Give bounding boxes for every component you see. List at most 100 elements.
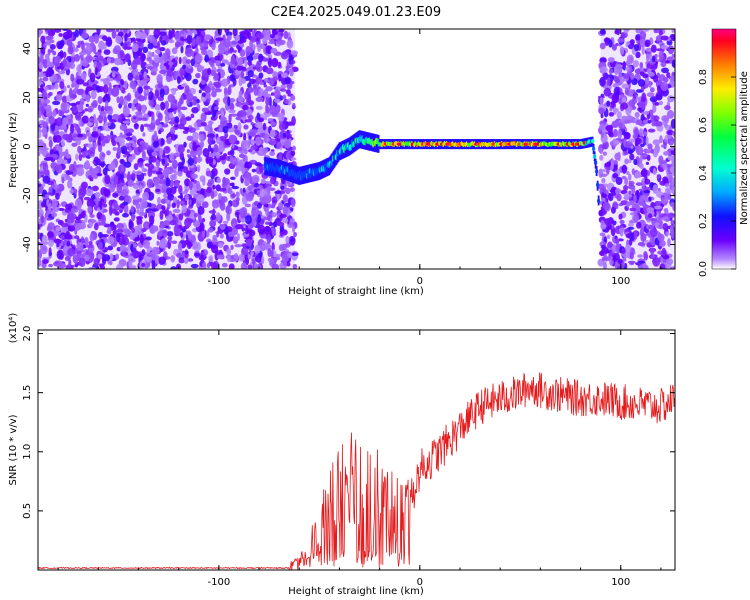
noise-cell bbox=[137, 144, 144, 153]
noise-cell bbox=[268, 96, 272, 107]
noise-cell bbox=[667, 238, 671, 247]
noise-cell bbox=[79, 103, 84, 113]
noise-cell bbox=[166, 187, 172, 196]
spec-ytick-label: 0 bbox=[22, 143, 33, 149]
noise-cell bbox=[141, 117, 148, 121]
noise-cell bbox=[74, 153, 79, 161]
noise-cell bbox=[67, 225, 76, 232]
noise-cell bbox=[159, 47, 166, 52]
noise-cell bbox=[599, 154, 604, 161]
noise-cell bbox=[270, 204, 276, 209]
noise-cell bbox=[231, 41, 238, 45]
noise-cell bbox=[62, 51, 67, 58]
noise-cell bbox=[85, 54, 93, 63]
noise-cell bbox=[628, 220, 636, 224]
noise-cell bbox=[39, 208, 44, 214]
noise-cell bbox=[47, 202, 52, 212]
noise-cell bbox=[143, 239, 151, 249]
noise-cell bbox=[282, 194, 288, 203]
noise-cell bbox=[248, 78, 256, 84]
noise-cell bbox=[265, 221, 270, 225]
noise-cell bbox=[202, 148, 210, 157]
noise-cell bbox=[78, 190, 85, 199]
noise-cell bbox=[235, 191, 240, 198]
noise-cell bbox=[257, 213, 262, 223]
noise-cell bbox=[155, 159, 161, 168]
noise-cell bbox=[170, 174, 177, 181]
noise-cell bbox=[647, 128, 656, 133]
noise-cell bbox=[76, 241, 84, 252]
noise-cell bbox=[258, 72, 264, 79]
noise-cell bbox=[198, 89, 202, 94]
noise-cell bbox=[82, 163, 91, 170]
noise-cell bbox=[124, 53, 131, 63]
noise-cell bbox=[104, 174, 111, 185]
noise-cell bbox=[208, 159, 213, 167]
noise-cell bbox=[177, 162, 184, 167]
noise-cell bbox=[617, 151, 621, 162]
noise-cell bbox=[170, 29, 176, 34]
noise-cell bbox=[107, 226, 112, 235]
noise-cell bbox=[621, 62, 627, 67]
noise-cell bbox=[184, 178, 191, 187]
signal-cell bbox=[597, 198, 601, 204]
noise-cell bbox=[216, 254, 225, 260]
noise-cell bbox=[245, 238, 253, 247]
noise-cell bbox=[141, 263, 146, 267]
noise-cell bbox=[217, 192, 222, 200]
noise-cell bbox=[149, 225, 157, 234]
noise-cell bbox=[143, 221, 151, 230]
noise-cell bbox=[72, 254, 79, 264]
noise-cell bbox=[232, 49, 237, 53]
noise-cell bbox=[78, 51, 87, 56]
noise-cell bbox=[644, 39, 651, 47]
noise-cell bbox=[42, 121, 48, 129]
noise-cell bbox=[258, 164, 264, 173]
colorbar-tick-label: 0.0 bbox=[698, 261, 709, 277]
noise-cell bbox=[130, 205, 135, 214]
noise-cell bbox=[630, 72, 635, 81]
noise-cell bbox=[103, 42, 107, 50]
noise-cell bbox=[233, 236, 239, 244]
noise-cell bbox=[290, 198, 296, 208]
noise-cell bbox=[259, 189, 265, 198]
noise-cell bbox=[165, 48, 171, 57]
noise-cell bbox=[204, 124, 209, 132]
noise-cell bbox=[219, 155, 227, 161]
noise-cell bbox=[277, 61, 282, 68]
noise-cell bbox=[211, 262, 219, 269]
noise-cell bbox=[292, 102, 296, 108]
noise-cell bbox=[65, 203, 73, 210]
noise-cell bbox=[643, 131, 648, 136]
noise-cell bbox=[85, 86, 93, 92]
spec-ytick-label: -20 bbox=[22, 187, 33, 203]
spectrogram-ylabel: Frequency (Hz) bbox=[8, 112, 19, 188]
noise-cell bbox=[125, 136, 133, 141]
noise-cell bbox=[159, 210, 164, 221]
noise-cell bbox=[186, 149, 190, 154]
noise-cell bbox=[633, 158, 638, 165]
noise-cell bbox=[210, 191, 215, 199]
noise-cell bbox=[200, 112, 207, 123]
noise-cell bbox=[289, 68, 294, 77]
noise-cell bbox=[167, 108, 174, 113]
snr-ylabel: SNR (10 * v/v) bbox=[8, 414, 19, 485]
noise-cell bbox=[261, 57, 269, 62]
noise-cell bbox=[87, 143, 93, 149]
noise-cell bbox=[264, 93, 272, 98]
noise-cell bbox=[263, 84, 267, 88]
noise-cell bbox=[633, 229, 638, 240]
noise-cell bbox=[80, 32, 89, 39]
noise-cell bbox=[71, 142, 78, 147]
noise-cell bbox=[662, 222, 669, 231]
noise-cell bbox=[218, 187, 227, 192]
noise-cell bbox=[127, 171, 131, 181]
noise-cell bbox=[621, 164, 628, 174]
noise-cell bbox=[85, 159, 90, 166]
noise-cell bbox=[195, 46, 199, 55]
noise-cell bbox=[48, 247, 52, 256]
noise-cell bbox=[54, 184, 60, 190]
noise-cell bbox=[210, 147, 214, 154]
noise-cell bbox=[247, 93, 252, 104]
noise-cell bbox=[166, 70, 175, 77]
